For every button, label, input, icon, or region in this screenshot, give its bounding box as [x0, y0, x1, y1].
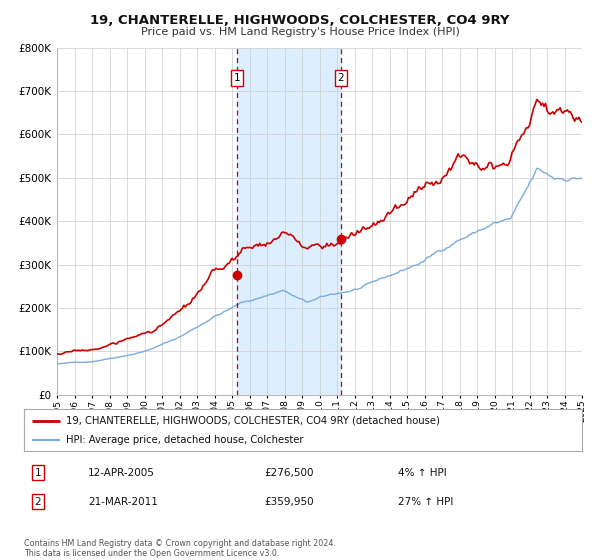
Text: 2: 2 — [338, 73, 344, 83]
Text: Contains HM Land Registry data © Crown copyright and database right 2024.
This d: Contains HM Land Registry data © Crown c… — [24, 539, 336, 558]
Bar — [237, 48, 341, 395]
Text: 12-APR-2005: 12-APR-2005 — [88, 468, 155, 478]
Text: 2: 2 — [35, 497, 41, 507]
Text: 4% ↑ HPI: 4% ↑ HPI — [398, 468, 446, 478]
Text: 1: 1 — [35, 468, 41, 478]
Text: Price paid vs. HM Land Registry's House Price Index (HPI): Price paid vs. HM Land Registry's House … — [140, 27, 460, 37]
Text: HPI: Average price, detached house, Colchester: HPI: Average price, detached house, Colc… — [66, 435, 304, 445]
Text: 19, CHANTERELLE, HIGHWOODS, COLCHESTER, CO4 9RY: 19, CHANTERELLE, HIGHWOODS, COLCHESTER, … — [90, 14, 510, 27]
Text: £359,950: £359,950 — [264, 497, 314, 507]
Text: £276,500: £276,500 — [264, 468, 313, 478]
Text: 21-MAR-2011: 21-MAR-2011 — [88, 497, 158, 507]
Text: 19, CHANTERELLE, HIGHWOODS, COLCHESTER, CO4 9RY (detached house): 19, CHANTERELLE, HIGHWOODS, COLCHESTER, … — [66, 416, 440, 426]
Text: 1: 1 — [233, 73, 240, 83]
Text: 27% ↑ HPI: 27% ↑ HPI — [398, 497, 453, 507]
